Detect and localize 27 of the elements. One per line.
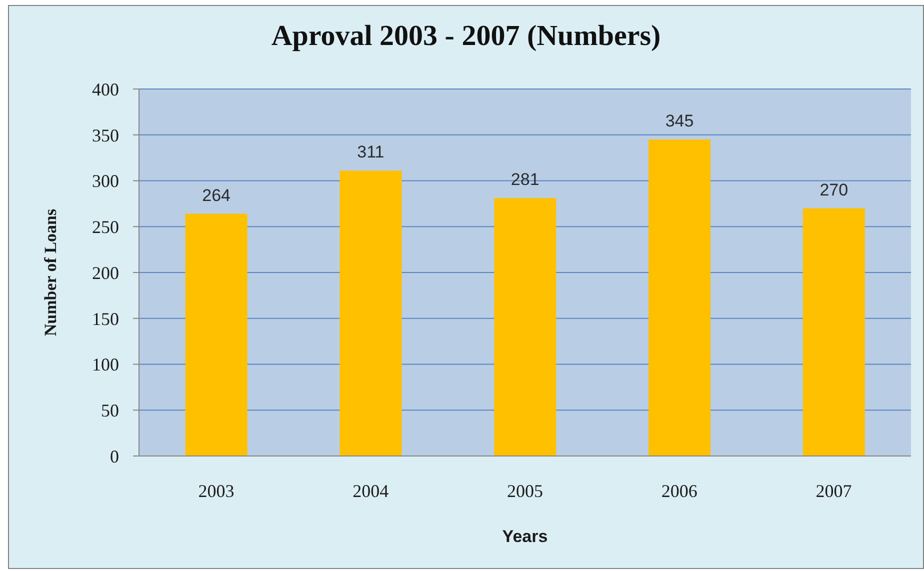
data-label: 270 — [820, 180, 848, 200]
y-tick-label: 350 — [92, 125, 119, 146]
bar — [494, 198, 556, 456]
x-tick-label: 2007 — [816, 480, 852, 501]
y-tick-label: 150 — [92, 308, 119, 329]
y-tick-label: 50 — [101, 400, 119, 421]
data-label: 281 — [510, 170, 540, 190]
y-tick-label: 400 — [92, 79, 119, 100]
x-tick-label: 2003 — [198, 480, 234, 501]
bar — [340, 170, 402, 456]
x-axis-title: Years — [502, 527, 548, 546]
chart-title: Aproval 2003 - 2007 (Numbers) — [271, 20, 661, 52]
y-axis-title: Number of Loans — [40, 208, 60, 336]
bar — [648, 139, 711, 456]
data-label: 264 — [202, 186, 231, 205]
y-tick-label: 250 — [92, 217, 119, 238]
data-label: 311 — [357, 142, 384, 162]
x-tick-label: 2005 — [507, 480, 543, 501]
y-tick-label: 100 — [92, 354, 119, 375]
bar — [802, 208, 865, 456]
y-tick-label: 0 — [110, 446, 119, 466]
y-tick-label: 300 — [92, 171, 119, 192]
bar — [185, 214, 248, 456]
x-tick-label: 2004 — [352, 480, 389, 501]
x-tick-label: 2006 — [661, 480, 698, 501]
data-label: 345 — [665, 111, 694, 130]
y-tick-label: 200 — [92, 262, 119, 283]
